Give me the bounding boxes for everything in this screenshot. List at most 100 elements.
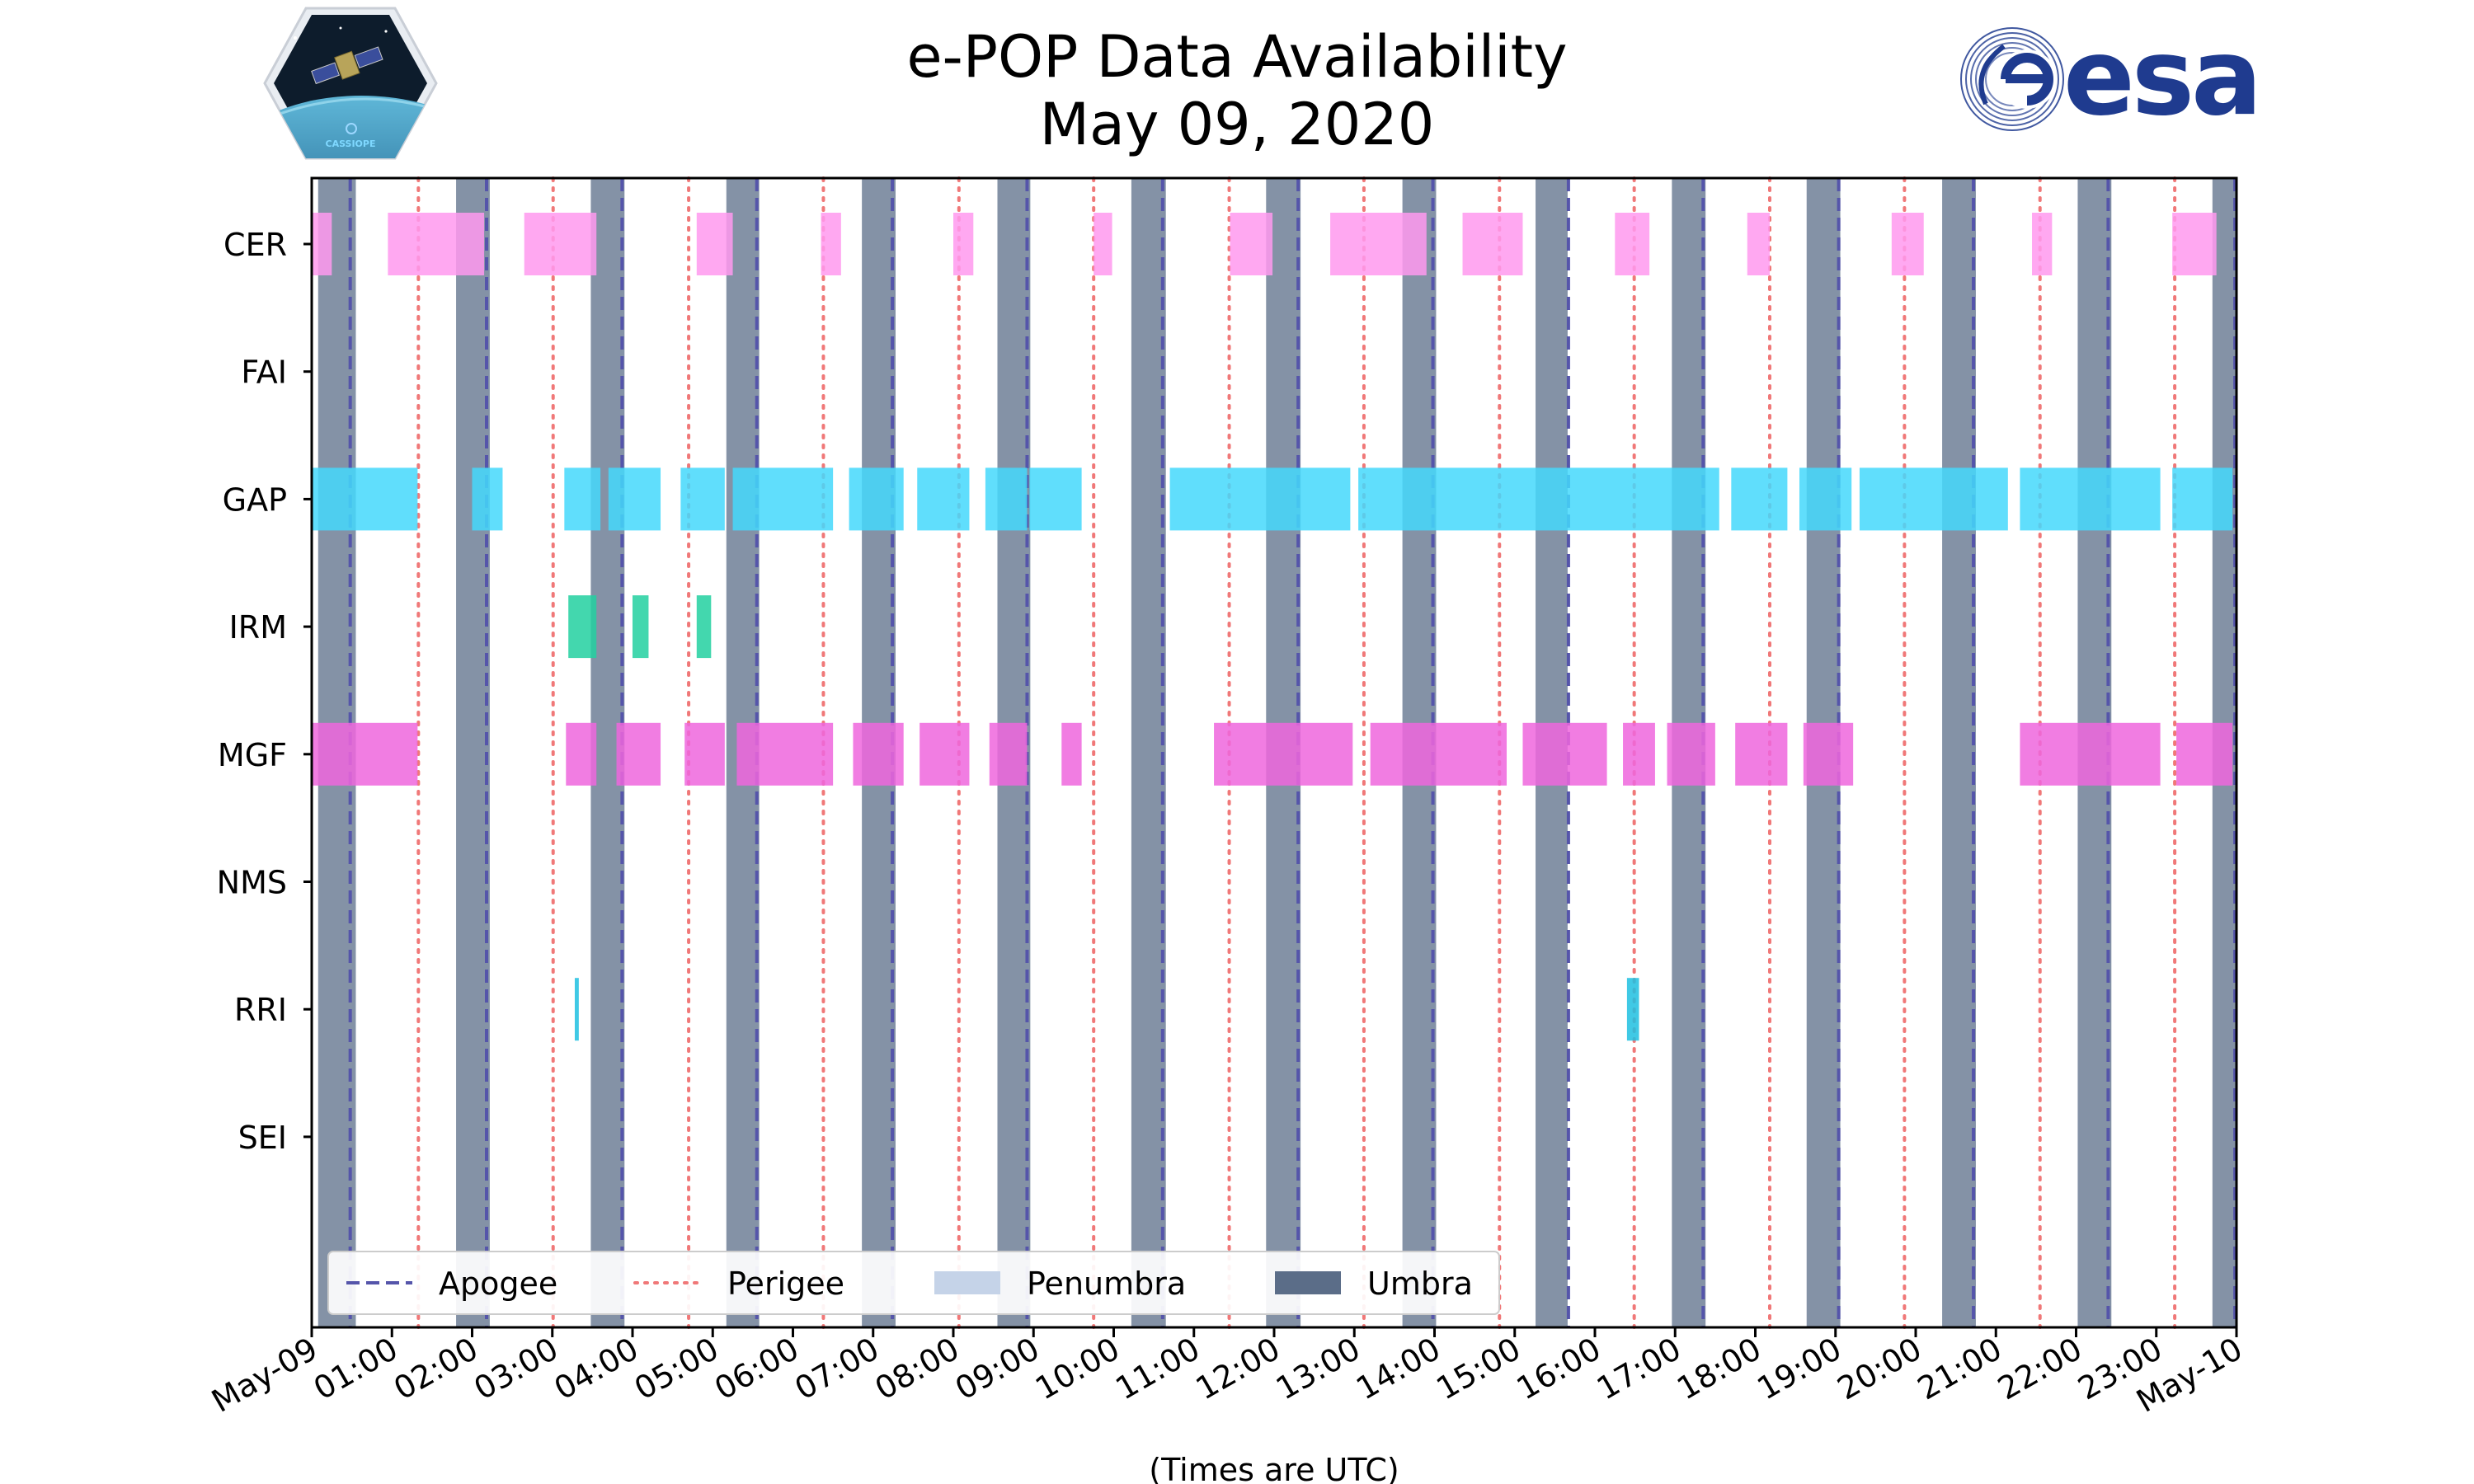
gap-bar-7: [917, 467, 970, 531]
x-tick-label-2: 02:00: [388, 1331, 484, 1407]
cer-bar-4: [821, 213, 841, 275]
cer-bar-7: [1230, 213, 1273, 275]
umbra-band-12: [1942, 178, 1976, 1327]
x-tick-label-17: 17:00: [1591, 1331, 1687, 1407]
y-tick-label-rri: RRI: [234, 992, 287, 1028]
irm-bar-1: [633, 595, 649, 659]
x-tick-label-15: 15:00: [1430, 1331, 1526, 1407]
x-tick-label-3: 03:00: [468, 1331, 564, 1407]
legend: Apogee Perigee Penumbra Umbra: [327, 1251, 1500, 1315]
cer-bar-3: [696, 213, 733, 275]
x-tick-label-4: 04:00: [548, 1331, 645, 1407]
y-tick-label-irm: IRM: [229, 609, 287, 646]
cassiope-mission-logo: CASSIOPE: [263, 7, 438, 160]
gap-bar-16: [2172, 467, 2233, 531]
legend-label-perigee: Perigee: [727, 1266, 844, 1302]
irm-bar-2: [696, 595, 712, 659]
title-line-2: May 09, 2020: [1039, 91, 1435, 158]
x-tick-label-20: 20:00: [1832, 1331, 1928, 1407]
x-tick-label-18: 18:00: [1671, 1331, 1767, 1407]
x-tick-label-6: 06:00: [708, 1331, 805, 1407]
mgf-bar-8: [1061, 722, 1082, 786]
mgf-bar-15: [1803, 722, 1854, 786]
mgf-bar-10: [1370, 722, 1507, 786]
x-tick-label-12: 12:00: [1190, 1331, 1286, 1407]
x-tick-label-22: 22:00: [1992, 1331, 2088, 1407]
gap-bar-12: [1731, 467, 1788, 531]
cer-bar-11: [1747, 213, 1771, 275]
data-bars: [312, 213, 2233, 1041]
legend-label-umbra: Umbra: [1367, 1266, 1473, 1302]
mgf-bar-4: [736, 722, 834, 786]
x-tick-label-0: May-09: [205, 1331, 323, 1420]
gap-bar-8: [985, 467, 1028, 531]
gap-bar-3: [608, 467, 661, 531]
mgf-bar-1: [566, 722, 597, 786]
mgf-bar-3: [684, 722, 725, 786]
gap-bar-11: [1358, 467, 1719, 531]
rri-bar-0: [574, 978, 579, 1041]
umbra-band-6: [1131, 178, 1166, 1327]
mgf-bar-12: [1623, 722, 1655, 786]
mgf-bar-5: [853, 722, 904, 786]
cer-bar-5: [953, 213, 974, 275]
mgf-bar-16: [2020, 722, 2161, 786]
x-axis-label: (Times are UTC): [1149, 1452, 1399, 1484]
cer-bar-2: [524, 213, 597, 275]
x-tick-label-1: 01:00: [308, 1331, 404, 1407]
mgf-bar-7: [989, 722, 1028, 786]
cer-bar-12: [1891, 213, 1924, 275]
y-tick-label-cer: CER: [223, 227, 287, 263]
y-tick-label-mgf: MGF: [218, 737, 287, 773]
legend-label-penumbra: Penumbra: [1027, 1266, 1186, 1302]
cer-bar-9: [1462, 213, 1523, 275]
cer-bar-13: [2032, 213, 2053, 275]
gap-bar-2: [564, 467, 601, 531]
mgf-bar-17: [2176, 722, 2233, 786]
x-tick-label-11: 11:00: [1109, 1331, 1206, 1407]
y-tick-label-sei: SEI: [238, 1120, 287, 1156]
y-tick-label-nms: NMS: [217, 865, 287, 901]
gap-bar-4: [680, 467, 725, 531]
cer-bar-14: [2172, 213, 2217, 275]
legend-box: [327, 1251, 1500, 1315]
mgf-bar-14: [1735, 722, 1788, 786]
gap-bar-13: [1799, 467, 1852, 531]
cer-bar-1: [388, 213, 485, 275]
x-tick-label-7: 07:00: [788, 1331, 885, 1407]
mgf-bar-2: [616, 722, 661, 786]
y-tick-label-gap: GAP: [223, 481, 287, 518]
chart-title: e-POP Data Availability May 09, 2020: [0, 23, 2474, 158]
y-tick-label-fai: FAI: [241, 355, 287, 391]
x-tick-label-21: 21:00: [1912, 1331, 2008, 1407]
gap-bar-0: [312, 467, 418, 531]
cer-bar-10: [1615, 213, 1650, 275]
esa-wordmark: esa: [2063, 21, 2259, 137]
irm-bar-0: [568, 595, 597, 659]
umbra-band-1: [456, 178, 490, 1327]
x-tick-label-10: 10:00: [1029, 1331, 1126, 1407]
mgf-bar-6: [920, 722, 970, 786]
x-tick-label-19: 19:00: [1751, 1331, 1847, 1407]
mgf-bar-0: [312, 722, 418, 786]
gap-bar-9: [1029, 467, 1082, 531]
gap-bar-10: [1169, 467, 1351, 531]
x-tick-label-9: 09:00: [949, 1331, 1046, 1407]
cer-bar-8: [1330, 213, 1427, 275]
cer-bar-0: [312, 213, 332, 275]
cer-bar-6: [1094, 213, 1112, 275]
legend-swatch-penumbra: [934, 1271, 1000, 1294]
gap-bar-15: [2020, 467, 2161, 531]
mgf-bar-9: [1214, 722, 1353, 786]
mission-logo-text: CASSIOPE: [326, 139, 376, 149]
gap-bar-1: [472, 467, 503, 531]
legend-label-apogee: Apogee: [439, 1266, 557, 1302]
x-tick-label-5: 05:00: [628, 1331, 725, 1407]
gap-bar-14: [1859, 467, 2008, 531]
x-tick-label-14: 14:00: [1350, 1331, 1446, 1407]
mgf-bar-13: [1667, 722, 1715, 786]
x-tick-label-13: 13:00: [1270, 1331, 1366, 1407]
esa-logo: esa: [1960, 21, 2262, 137]
x-tick-label-16: 16:00: [1511, 1331, 1607, 1407]
